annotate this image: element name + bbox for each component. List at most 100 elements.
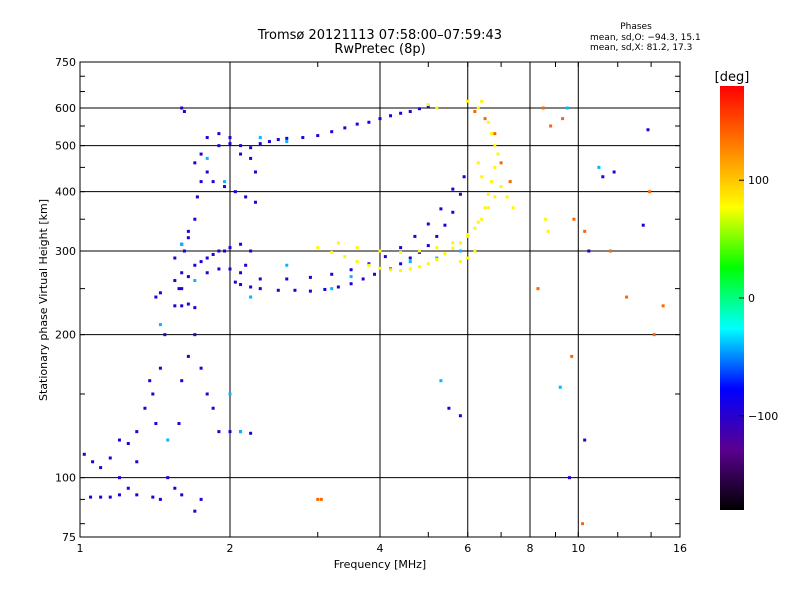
data-point xyxy=(330,250,334,254)
y-tick-label: 200 xyxy=(55,329,76,342)
data-point xyxy=(285,277,289,281)
data-point xyxy=(173,279,177,283)
data-point xyxy=(462,175,466,179)
data-point xyxy=(330,287,334,291)
data-point xyxy=(466,234,470,238)
data-point xyxy=(439,379,443,383)
data-point xyxy=(199,497,203,501)
data-point xyxy=(572,217,576,221)
data-point xyxy=(195,195,199,199)
data-point xyxy=(486,120,490,124)
data-point xyxy=(108,456,112,460)
data-point xyxy=(211,180,215,184)
data-point xyxy=(378,117,382,121)
data-point xyxy=(476,106,480,110)
data-point xyxy=(480,99,484,103)
data-point xyxy=(399,246,403,250)
data-point xyxy=(258,136,262,140)
data-point xyxy=(490,132,494,136)
data-point xyxy=(239,271,243,275)
data-point xyxy=(541,106,545,110)
data-point xyxy=(466,233,470,237)
colorbar-tick-label: 0 xyxy=(748,292,755,305)
data-point xyxy=(154,295,158,299)
data-point xyxy=(435,106,439,110)
data-point xyxy=(581,522,585,526)
data-point xyxy=(217,430,221,434)
data-point xyxy=(561,117,565,121)
data-point xyxy=(336,285,340,289)
data-point xyxy=(158,366,162,370)
data-point xyxy=(399,268,403,272)
data-point xyxy=(117,493,121,497)
data-point xyxy=(417,107,421,111)
data-point xyxy=(308,275,312,279)
data-point xyxy=(308,289,312,293)
data-point xyxy=(330,130,334,134)
data-point xyxy=(544,217,548,221)
data-point xyxy=(126,442,130,446)
data-point xyxy=(565,106,569,110)
colorbar-tick-label: −100 xyxy=(748,410,778,423)
x-tick-label: 16 xyxy=(673,542,687,555)
data-point xyxy=(173,256,177,260)
data-point xyxy=(511,206,515,210)
y-tick-label: 500 xyxy=(55,140,76,153)
colorbar-tick-label: 100 xyxy=(748,174,769,187)
data-point xyxy=(126,486,130,490)
phase-stats: Phases mean, sd,O: −94.3, 15.1 mean, sd,… xyxy=(590,22,701,54)
y-tick-label: 750 xyxy=(55,56,76,69)
data-point xyxy=(223,249,227,253)
data-point xyxy=(473,249,477,253)
data-point xyxy=(180,106,184,110)
data-point xyxy=(417,265,421,269)
data-point xyxy=(570,354,574,358)
data-point xyxy=(587,249,591,253)
y-tick-label: 100 xyxy=(55,472,76,485)
data-point xyxy=(91,460,95,464)
data-point xyxy=(458,192,462,196)
y-tick-label: 600 xyxy=(55,102,76,115)
data-point xyxy=(217,267,221,271)
data-point xyxy=(383,255,387,259)
data-point xyxy=(483,206,487,210)
x-tick-label: 6 xyxy=(464,542,471,555)
data-point xyxy=(186,354,190,358)
data-point xyxy=(378,249,382,253)
data-point xyxy=(426,244,430,248)
data-point xyxy=(399,250,403,254)
data-point xyxy=(355,246,359,250)
data-point xyxy=(258,287,262,291)
data-point xyxy=(199,260,203,264)
data-point xyxy=(186,275,190,279)
data-point xyxy=(173,304,177,308)
x-tick-label: 8 xyxy=(527,542,534,555)
data-point xyxy=(293,288,297,292)
data-point xyxy=(223,180,227,184)
data-point xyxy=(205,256,209,260)
data-point xyxy=(135,493,139,497)
data-point xyxy=(99,466,103,470)
data-point xyxy=(82,452,86,456)
data-point xyxy=(349,268,353,272)
data-point xyxy=(496,152,500,156)
data-point xyxy=(193,263,197,267)
data-point xyxy=(249,249,253,253)
data-point xyxy=(319,497,323,501)
data-point xyxy=(285,140,289,144)
colorbar-label: [deg] xyxy=(715,70,750,85)
data-point xyxy=(505,195,509,199)
data-point xyxy=(135,430,139,434)
data-point xyxy=(239,430,243,434)
data-point xyxy=(466,99,470,103)
data-point xyxy=(211,252,215,256)
data-point xyxy=(301,136,305,140)
data-point xyxy=(158,497,162,501)
data-point xyxy=(233,190,237,194)
data-point xyxy=(476,220,480,224)
data-point xyxy=(641,223,645,227)
data-point xyxy=(490,180,494,184)
data-point xyxy=(148,379,152,383)
data-point xyxy=(567,476,571,480)
data-point xyxy=(399,262,403,266)
